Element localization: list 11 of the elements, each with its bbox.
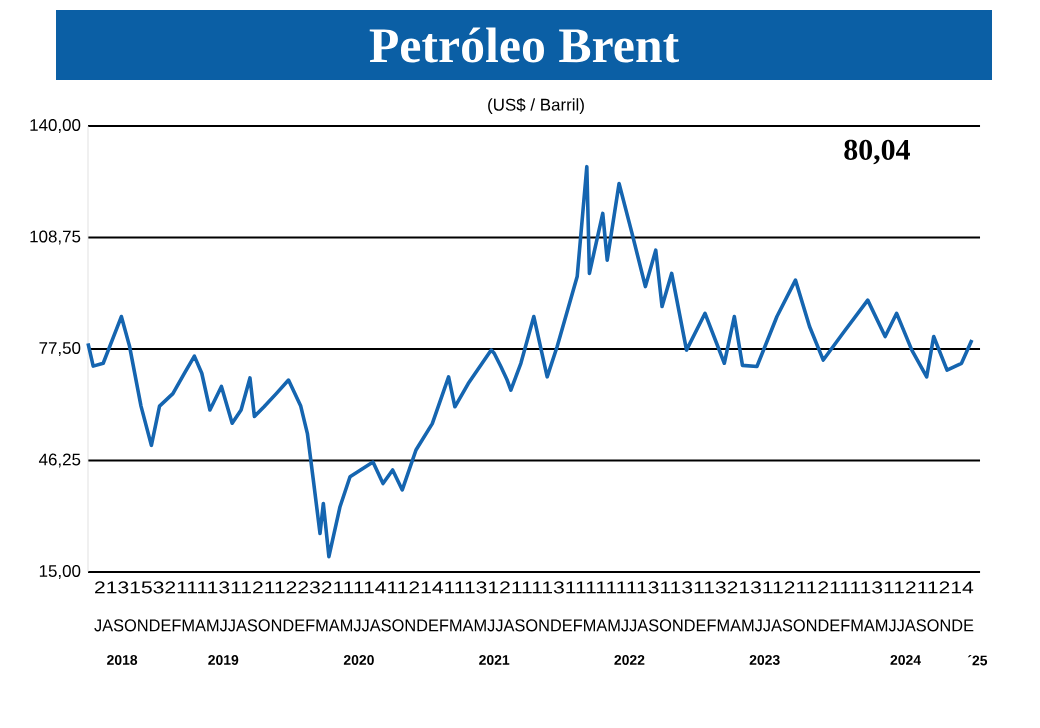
y-tick-label: 77,50 [39,342,81,356]
y-tick-label: 15,00 [39,565,81,579]
text: 2131532111131121122321111411214111312111131111111131131132131121121111311211214 [95,581,974,594]
text: JASONDEFMAMJJASONDEFMAMJJASONDEFMAMJJASONDEFMAMJJASONDEFMAMJJASONDEFMAMJJASONDE [94,619,974,632]
annotation: 80,04 [844,139,910,165]
y-tick-label: 108,75 [30,230,81,245]
y-tick-label: 140,00 [30,119,81,133]
y-tick-label: 46,25 [38,453,81,468]
chart-subtitle: (US$ / Barril) [488,97,584,115]
chart-title: Petróleo Brent [369,27,679,63]
line-series [86,164,974,559]
